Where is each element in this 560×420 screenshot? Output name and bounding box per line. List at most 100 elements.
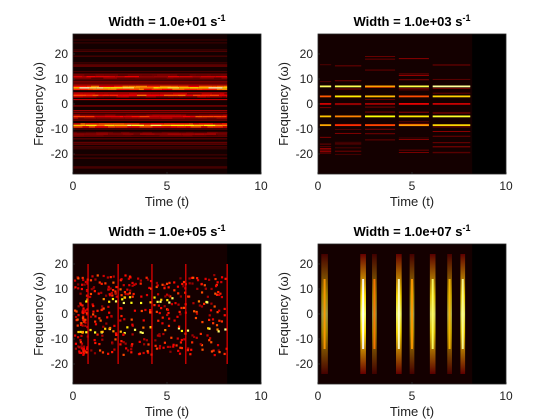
band-segment bbox=[137, 117, 149, 119]
faint-line bbox=[73, 148, 228, 150]
band-segment bbox=[139, 133, 155, 135]
band-segment bbox=[79, 77, 92, 79]
band-segment bbox=[210, 96, 223, 98]
band-segment bbox=[82, 126, 89, 128]
faint-line bbox=[73, 62, 228, 64]
speckle bbox=[180, 338, 183, 342]
speckle bbox=[170, 336, 173, 339]
y-tick-label: -20 bbox=[51, 357, 69, 371]
band-segment bbox=[147, 85, 160, 88]
faint-line bbox=[73, 80, 228, 82]
speckle bbox=[189, 353, 192, 356]
faint-line bbox=[73, 146, 228, 148]
faint-line bbox=[334, 150, 362, 152]
faint-line bbox=[365, 107, 396, 108]
speckle bbox=[85, 313, 89, 316]
speckle bbox=[163, 284, 166, 287]
faint-line bbox=[73, 65, 228, 67]
band-segment bbox=[167, 88, 173, 91]
speckle bbox=[84, 318, 87, 321]
band-segment bbox=[365, 115, 396, 118]
faint-line bbox=[73, 166, 228, 168]
band-segment bbox=[164, 126, 171, 128]
speckle bbox=[139, 279, 142, 282]
band-segment bbox=[174, 96, 179, 98]
speckle bbox=[156, 300, 159, 303]
band-segment bbox=[107, 126, 116, 128]
band-segment bbox=[172, 115, 183, 118]
band-segment bbox=[365, 85, 396, 88]
speckle bbox=[180, 346, 184, 350]
faint-line bbox=[432, 126, 471, 128]
faint-line bbox=[73, 129, 228, 130]
speckle bbox=[114, 338, 117, 341]
faint-line bbox=[73, 138, 228, 140]
band-segment bbox=[85, 124, 97, 127]
speckle bbox=[177, 327, 181, 330]
band-segment bbox=[175, 114, 182, 116]
faint-line bbox=[319, 136, 332, 138]
band-segment bbox=[122, 87, 135, 89]
band-segment bbox=[79, 87, 90, 89]
speckle bbox=[218, 309, 221, 312]
y-tick-label: 20 bbox=[300, 257, 314, 271]
speckle bbox=[176, 285, 180, 288]
speckle bbox=[184, 291, 187, 294]
speckle bbox=[74, 286, 77, 289]
speckle bbox=[115, 295, 118, 298]
speckle bbox=[167, 286, 170, 289]
speckle bbox=[77, 277, 80, 280]
speckle bbox=[190, 348, 193, 351]
speckle bbox=[129, 289, 132, 292]
band-segment bbox=[134, 87, 141, 89]
faint-line bbox=[398, 88, 429, 90]
faint-line bbox=[73, 81, 228, 82]
band-segment bbox=[151, 93, 160, 95]
speckle bbox=[169, 350, 172, 353]
band-segment bbox=[96, 87, 104, 89]
speckle bbox=[82, 350, 85, 353]
faint-line bbox=[334, 141, 362, 143]
speckle bbox=[132, 292, 135, 296]
speckle bbox=[94, 320, 97, 323]
title-superscript: -1 bbox=[217, 13, 225, 23]
speckle bbox=[157, 304, 161, 307]
band-segment bbox=[181, 133, 195, 135]
speckle bbox=[79, 292, 82, 295]
band-segment bbox=[109, 94, 119, 97]
faint-line bbox=[73, 72, 228, 74]
band-segment bbox=[167, 87, 180, 89]
band-segment bbox=[110, 87, 123, 89]
speckle bbox=[101, 305, 104, 308]
band-segment bbox=[334, 124, 362, 127]
faint-line bbox=[432, 152, 471, 154]
band-segment bbox=[131, 124, 145, 127]
speckle bbox=[126, 288, 129, 291]
band-segment bbox=[125, 114, 134, 116]
y-tick-label: -20 bbox=[296, 147, 314, 161]
speckle bbox=[177, 349, 180, 352]
speckle bbox=[156, 293, 160, 296]
speckle bbox=[124, 342, 127, 345]
speckle bbox=[102, 274, 105, 278]
speckle bbox=[223, 352, 226, 356]
speckle bbox=[149, 308, 152, 312]
band-segment bbox=[432, 115, 471, 118]
title-superscript: -1 bbox=[462, 223, 470, 233]
faint-line bbox=[73, 154, 228, 156]
speckle bbox=[79, 330, 82, 334]
band-segment bbox=[202, 88, 217, 91]
speckle bbox=[144, 308, 147, 312]
speckle bbox=[123, 296, 127, 299]
speckle bbox=[190, 276, 194, 279]
speckle bbox=[82, 315, 85, 318]
band-segment bbox=[99, 85, 115, 88]
band-segment bbox=[129, 77, 136, 79]
band-segment bbox=[365, 103, 396, 105]
speckle bbox=[204, 287, 208, 290]
speckle bbox=[85, 289, 89, 293]
speckle bbox=[84, 309, 87, 312]
speckle bbox=[155, 281, 159, 285]
band-segment bbox=[84, 117, 97, 119]
speckle bbox=[92, 286, 96, 289]
